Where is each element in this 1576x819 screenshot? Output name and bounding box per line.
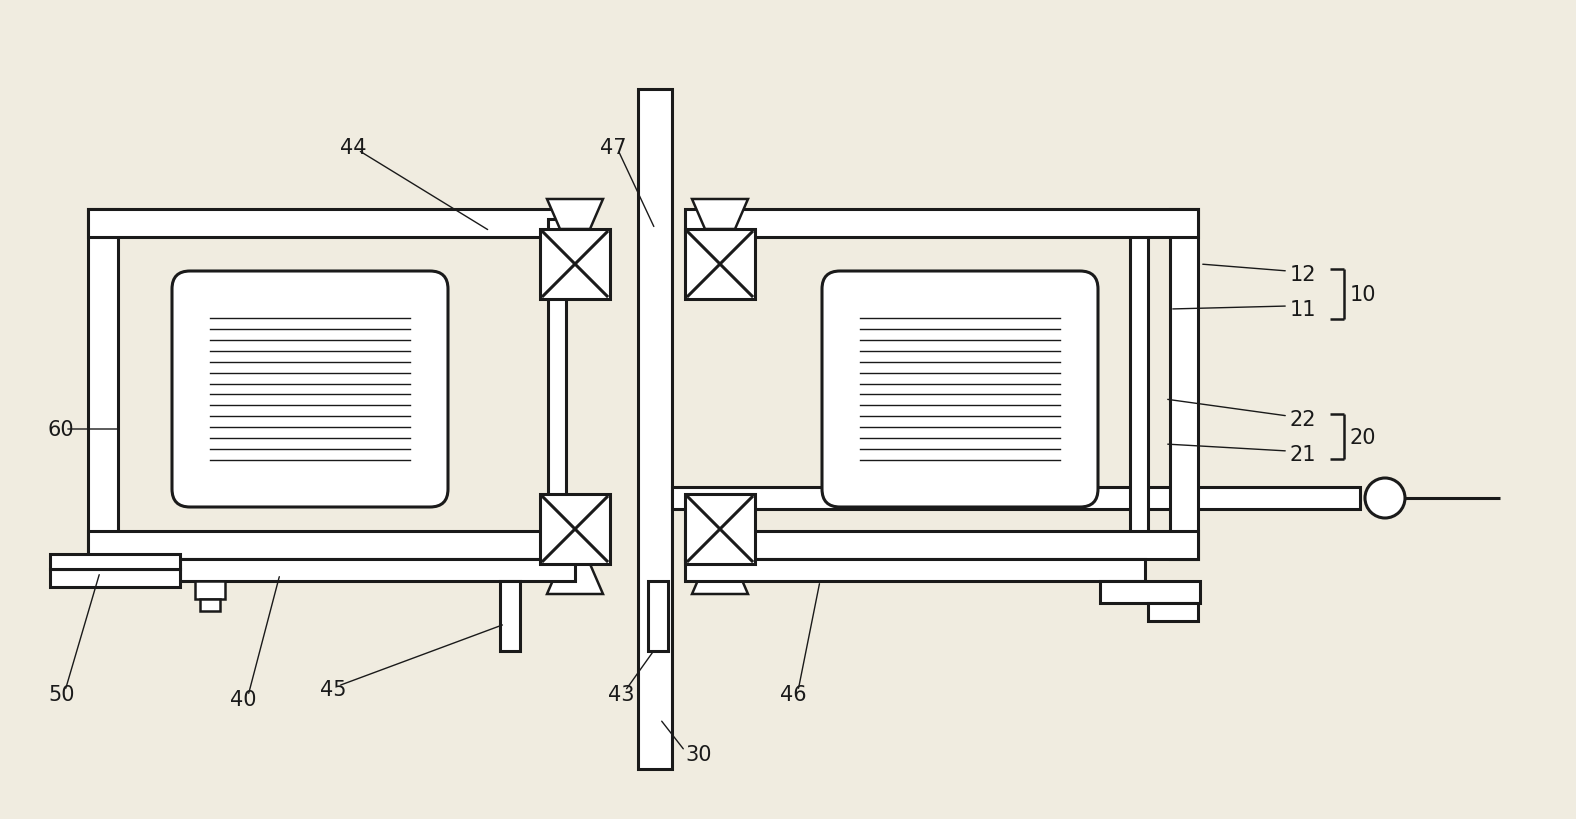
- Text: 60: 60: [47, 419, 74, 440]
- Bar: [548, 219, 566, 550]
- Bar: [200, 600, 221, 611]
- Polygon shape: [547, 564, 604, 595]
- Bar: [50, 569, 180, 587]
- Text: 20: 20: [1351, 428, 1376, 447]
- Text: 50: 50: [47, 684, 74, 704]
- Text: 30: 30: [686, 744, 711, 764]
- Bar: [500, 581, 520, 651]
- Bar: [541, 229, 610, 300]
- Bar: [1130, 219, 1147, 550]
- Bar: [686, 229, 755, 300]
- Text: 47: 47: [600, 138, 627, 158]
- Polygon shape: [692, 200, 749, 229]
- Bar: [648, 581, 668, 651]
- Bar: [1147, 604, 1198, 622]
- Bar: [195, 581, 225, 600]
- Bar: [671, 487, 1360, 509]
- Text: 46: 46: [780, 684, 807, 704]
- Polygon shape: [692, 564, 749, 595]
- Text: 43: 43: [608, 684, 635, 704]
- Polygon shape: [547, 200, 604, 229]
- Bar: [50, 554, 180, 569]
- Text: 21: 21: [1291, 445, 1316, 464]
- Circle shape: [1365, 478, 1404, 518]
- Bar: [1169, 210, 1198, 559]
- Bar: [686, 210, 1198, 238]
- Bar: [1100, 581, 1199, 604]
- Text: 44: 44: [340, 138, 367, 158]
- Bar: [88, 532, 559, 559]
- Bar: [686, 495, 755, 564]
- Text: 11: 11: [1291, 300, 1316, 319]
- Text: 12: 12: [1291, 265, 1316, 285]
- Text: 45: 45: [320, 679, 347, 699]
- Bar: [541, 495, 610, 564]
- Text: 40: 40: [230, 689, 257, 709]
- Text: 10: 10: [1351, 285, 1376, 305]
- Bar: [88, 210, 118, 559]
- Bar: [88, 210, 559, 238]
- FancyBboxPatch shape: [823, 272, 1098, 508]
- Text: 22: 22: [1291, 410, 1316, 429]
- Bar: [686, 532, 1198, 559]
- Bar: [180, 559, 575, 581]
- Bar: [686, 559, 1146, 581]
- Bar: [638, 90, 671, 769]
- FancyBboxPatch shape: [172, 272, 448, 508]
